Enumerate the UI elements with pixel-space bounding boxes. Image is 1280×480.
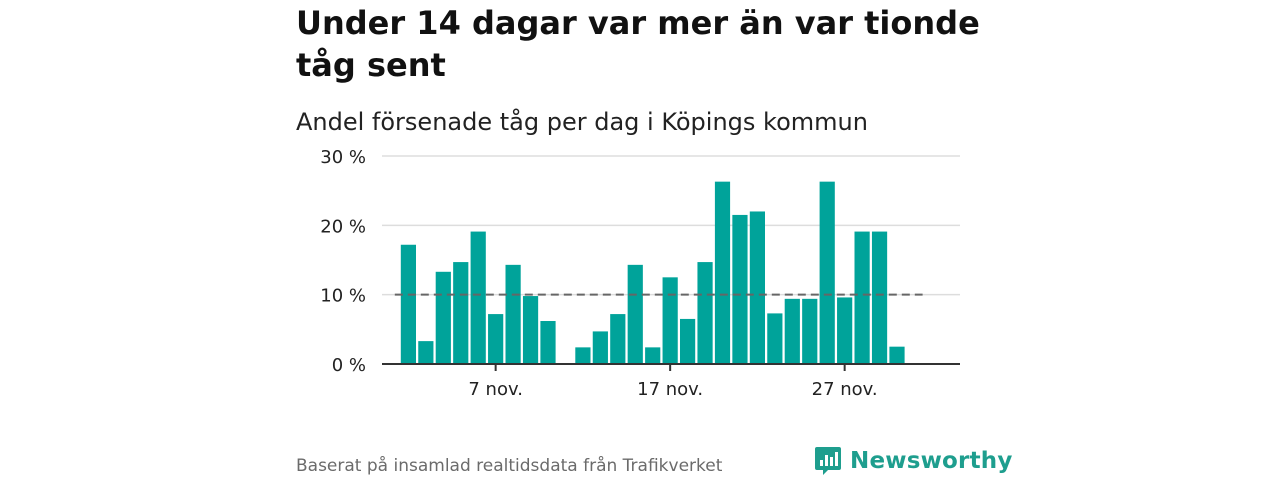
- bar: [418, 341, 434, 364]
- bar: [749, 211, 765, 364]
- bar: [854, 231, 870, 364]
- bar: [802, 298, 818, 364]
- bar: [627, 264, 643, 364]
- bar-chart: 0 % 10 % 20 % 30 % 7 nov. 17 nov. 27 nov.: [320, 147, 960, 400]
- chart-subtitle: Andel försenade tåg per dag i Köpings ko…: [296, 108, 868, 136]
- bar: [505, 264, 521, 364]
- source-note: Baserat på insamlad realtidsdata från Tr…: [296, 456, 723, 476]
- bar: [767, 313, 783, 364]
- bar: [540, 321, 556, 364]
- bar: [662, 277, 678, 364]
- bar: [732, 214, 748, 364]
- brand-logo: Newsworthy: [814, 446, 1013, 476]
- chart-card: Under 14 dagar var mer än var tionde tåg…: [296, 0, 1012, 480]
- bar: [488, 314, 504, 364]
- brand-name: Newsworthy: [850, 448, 1013, 474]
- y-tick-label: 10 %: [320, 286, 366, 307]
- x-tick-label: 17 nov.: [637, 379, 703, 400]
- y-tick-label: 20 %: [320, 216, 366, 237]
- bar: [435, 271, 451, 364]
- bar: [819, 181, 835, 364]
- bar: [889, 346, 905, 364]
- chart-title: Under 14 dagar var mer än var tionde tåg…: [296, 4, 980, 84]
- bar: [871, 231, 888, 364]
- bar: [837, 297, 853, 364]
- bar: [592, 331, 608, 364]
- bar: [522, 296, 539, 364]
- bar: [400, 244, 416, 364]
- bar: [645, 347, 661, 364]
- bars: [400, 181, 905, 364]
- bar: [453, 262, 469, 364]
- bar: [470, 231, 486, 364]
- bar: [697, 262, 713, 364]
- x-tick-label: 7 nov.: [468, 379, 523, 400]
- x-tick-label: 27 nov.: [812, 379, 878, 400]
- bar: [680, 318, 696, 364]
- bar: [610, 314, 626, 364]
- bar: [784, 298, 800, 364]
- newsworthy-logo-icon: [815, 447, 841, 475]
- bar: [575, 347, 591, 364]
- y-tick-label: 30 %: [320, 147, 366, 168]
- axes: 0 % 10 % 20 % 30 % 7 nov. 17 nov. 27 nov.: [320, 147, 960, 400]
- bar: [714, 181, 731, 364]
- y-tick-label: 0 %: [332, 355, 366, 376]
